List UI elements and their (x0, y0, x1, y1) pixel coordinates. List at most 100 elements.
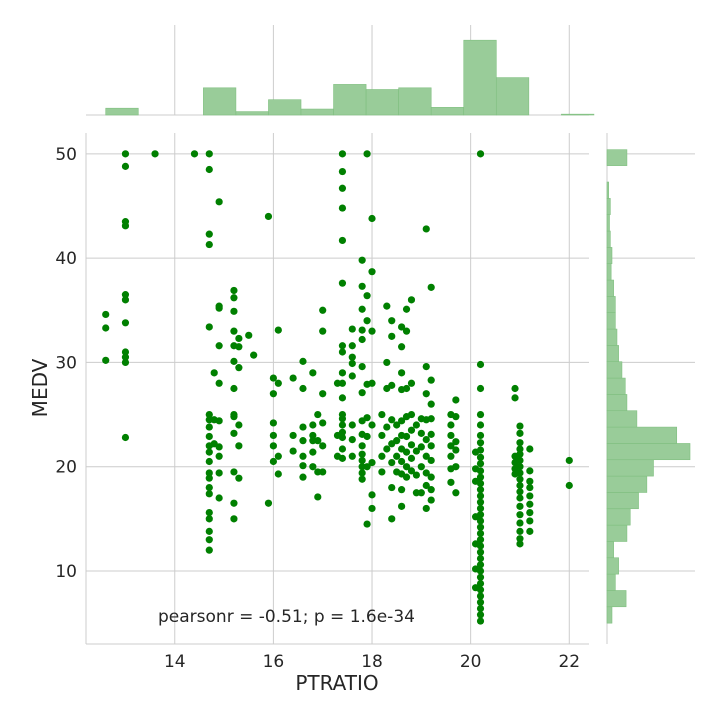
scatter-point (274, 452, 282, 460)
scatter-point (393, 421, 401, 429)
scatter-point (452, 446, 460, 454)
scatter-point (516, 469, 524, 477)
scatter-point (511, 384, 519, 393)
x-tick-labels: 14 16 18 20 22 (164, 652, 580, 672)
scatter-point (245, 331, 253, 339)
scatter-point (348, 342, 356, 350)
scatter-point (476, 611, 485, 619)
scatter-point (388, 515, 396, 523)
x-hist-bar (365, 89, 399, 116)
y-hist-bar (606, 606, 613, 624)
y-hist-bar (606, 296, 616, 313)
scatter-point (338, 421, 347, 429)
scatter-point (230, 357, 238, 365)
scatter-point (215, 304, 223, 312)
scatter-point (476, 479, 485, 487)
scatter-point (471, 584, 480, 592)
scatter-point (526, 483, 534, 492)
scatter-point (516, 481, 524, 490)
scatter-point (476, 529, 485, 538)
scatter-point (269, 374, 277, 382)
scatter-point (121, 348, 130, 356)
scatter-point (205, 546, 213, 554)
scatter-point (368, 504, 376, 513)
scatter-point (368, 491, 376, 499)
scatter-point (427, 456, 435, 465)
scatter-point (452, 463, 460, 471)
scatter-point (230, 294, 238, 302)
scatter-point (412, 447, 421, 455)
scatter-point (471, 540, 480, 548)
y-hist-bar (606, 230, 611, 248)
scatter-point (299, 437, 307, 445)
scatter-point (383, 302, 391, 310)
scatter-point (526, 445, 534, 453)
scatter-point (314, 493, 322, 501)
scatter-point (407, 441, 416, 449)
y-hist-bar (606, 312, 616, 330)
scatter-point (264, 499, 273, 507)
scatter-point (516, 535, 524, 543)
scatter-point (368, 268, 376, 276)
scatter-point (427, 430, 435, 438)
scatter-point (319, 419, 327, 427)
scatter-point (299, 452, 307, 460)
scatter-point (230, 515, 238, 523)
scatter-point (309, 463, 317, 471)
scatter-point (205, 150, 213, 158)
y-tick-labels: 10 20 30 40 50 (55, 145, 77, 582)
scatter-points (102, 150, 573, 625)
scatter-point (358, 456, 366, 465)
scatter-point (452, 438, 460, 446)
scatter-point (338, 342, 347, 350)
scatter-point (338, 445, 347, 453)
scatter-point (230, 307, 238, 315)
scatter-point (235, 364, 243, 372)
scatter-point (358, 256, 366, 264)
scatter-point (526, 477, 534, 485)
scatter-point (230, 286, 238, 295)
scatter-point (319, 306, 327, 314)
scatter-point (348, 421, 356, 429)
scatter-point (205, 410, 213, 419)
scatter-point (215, 452, 223, 460)
scatter-point (274, 379, 282, 387)
y-hist-bar (606, 524, 628, 542)
pearsonr-annotation: pearsonr = -0.51; p = 1.6e-34 (158, 607, 415, 627)
scatter-point (476, 459, 485, 468)
scatter-point (476, 446, 485, 454)
scatter-point (363, 292, 371, 300)
scatter-point (235, 442, 243, 450)
scatter-point (338, 369, 347, 377)
scatter-point (368, 458, 376, 467)
scatter-point (402, 327, 411, 335)
scatter-point (471, 513, 480, 521)
scatter-point (358, 442, 366, 450)
y-hist-bar (606, 328, 618, 346)
scatter-point (476, 384, 485, 393)
scatter-point (476, 517, 485, 525)
scatter-point (422, 225, 430, 233)
scatter-point (516, 429, 524, 437)
scatter-point (422, 436, 430, 444)
scatter-point (205, 474, 213, 482)
scatter-point (230, 384, 238, 393)
scatter-point (205, 483, 213, 492)
scatter-point (309, 437, 317, 445)
scatter-point (102, 310, 110, 319)
scatter-point (447, 431, 455, 440)
scatter-point (358, 450, 366, 458)
scatter-point (358, 282, 366, 290)
scatter-point (230, 429, 238, 437)
scatter-point (476, 150, 485, 158)
scatter-point (516, 540, 524, 548)
scatter-point (215, 494, 223, 502)
scatter-point (398, 417, 406, 425)
scatter-point (526, 508, 534, 517)
scatter-point (398, 343, 406, 351)
scatter-point (412, 471, 421, 479)
scatter-point (476, 536, 485, 544)
y-hist-bar (606, 475, 648, 493)
scatter-point (358, 469, 366, 477)
scatter-point (269, 419, 277, 427)
